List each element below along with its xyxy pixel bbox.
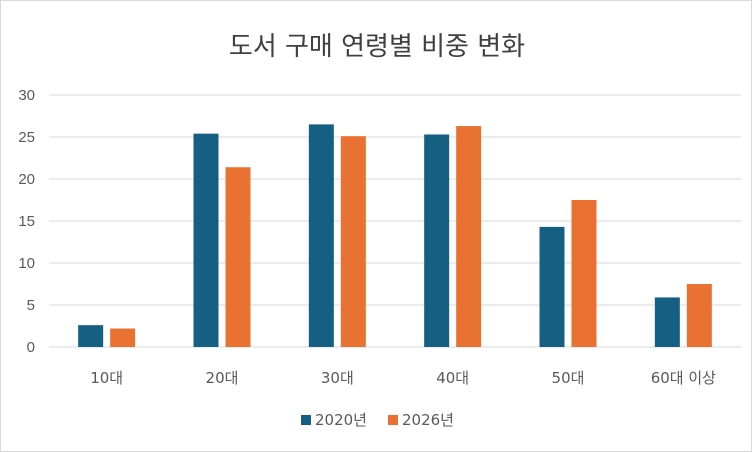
y-axis-ticks: 0 5 10 15 20 25 30: [18, 87, 35, 356]
gridlines: [49, 94, 741, 348]
legend-label: 2020년: [315, 411, 367, 429]
y-tick-label: 10: [18, 255, 35, 272]
legend-swatch: [301, 415, 311, 425]
y-tick-label: 15: [18, 213, 35, 230]
legend-label: 2026년: [402, 411, 454, 429]
x-category-label: 20대: [206, 369, 239, 387]
bar-2026년-10대: [110, 328, 136, 347]
y-tick-label: 0: [27, 339, 35, 356]
bar-2020년-20대: [193, 133, 219, 347]
bar-2026년-30대: [340, 136, 366, 347]
x-category-label: 50대: [552, 369, 585, 387]
bar-2026년-20대: [225, 167, 251, 347]
chart-title: 도서 구매 연령별 비중 변화: [229, 32, 525, 62]
x-category-label: 40대: [436, 369, 469, 387]
legend: 2020년 2026년: [301, 411, 454, 429]
y-tick-label: 25: [18, 129, 35, 146]
bar-2026년-40대: [456, 126, 482, 347]
bar-2020년-30대: [308, 124, 334, 348]
y-tick-label: 5: [27, 297, 35, 314]
x-category-label: 30대: [321, 369, 354, 387]
bar-2020년-10대: [78, 325, 104, 347]
bars: [78, 124, 712, 348]
y-tick-label: 20: [18, 171, 35, 188]
x-category-label: 60대 이상: [651, 369, 716, 387]
legend-swatch: [388, 415, 398, 425]
x-axis-categories: 10대 20대 30대 40대 50대 60대 이상: [90, 369, 716, 387]
bar-2026년-60대 이상: [686, 284, 712, 347]
bar-2020년-40대: [424, 134, 450, 347]
y-tick-label: 30: [18, 87, 35, 104]
bar-2026년-50대: [571, 200, 597, 347]
x-category-label: 10대: [90, 369, 123, 387]
bar-2020년-50대: [539, 226, 565, 347]
bar-2020년-60대 이상: [654, 297, 680, 347]
